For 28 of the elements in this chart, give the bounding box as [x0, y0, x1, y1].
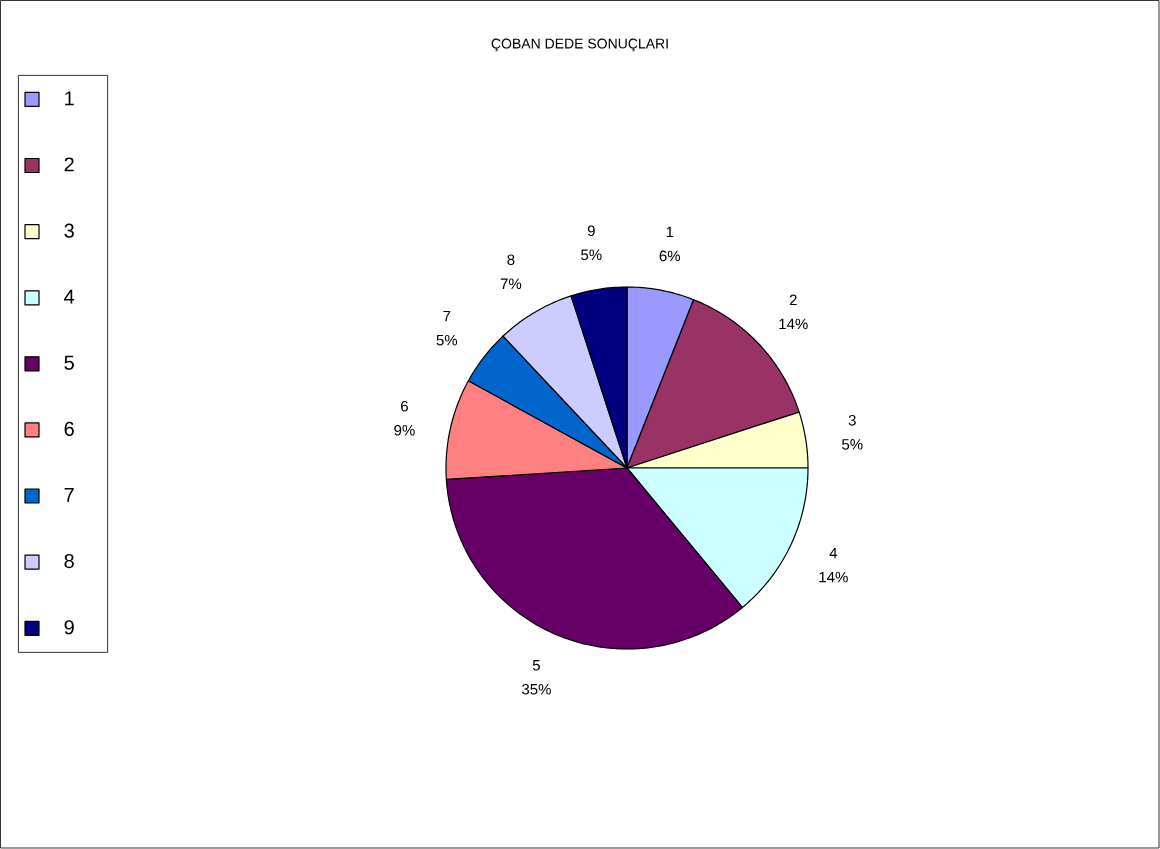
data-label: 35%	[522, 683, 551, 695]
slice-label: 9	[587, 225, 595, 237]
legend-label: 4	[64, 289, 75, 304]
slice-label: 6	[401, 400, 408, 412]
chart-title: ÇOBAN DEDE SONUÇLARI	[491, 38, 668, 52]
data-label: 6%	[659, 250, 681, 262]
legend-label: 1	[65, 91, 74, 106]
slice-label: 4	[829, 547, 838, 559]
slice-label: 7	[443, 311, 451, 322]
legend-label: 5	[64, 355, 74, 370]
data-label: 14%	[819, 571, 848, 583]
slice-label: 5	[532, 660, 540, 671]
legend-label: 9	[64, 620, 74, 635]
legend-label: 8	[64, 553, 74, 569]
slice-label: 3	[848, 415, 856, 426]
data-label: 5%	[581, 249, 602, 261]
legend-label: 6	[64, 421, 74, 436]
data-label: 9%	[394, 424, 415, 436]
slice-label: 2	[789, 294, 797, 306]
legend-label: 3	[64, 223, 74, 238]
data-label: 7%	[500, 278, 522, 289]
data-label: 5%	[842, 439, 863, 450]
legend-label: 7	[64, 487, 74, 502]
slice-label: 8	[507, 254, 515, 266]
category-label: 1	[666, 226, 674, 238]
legend-label: 2	[64, 157, 74, 172]
data-label: 14%	[779, 318, 808, 330]
data-label: 5%	[436, 334, 458, 346]
